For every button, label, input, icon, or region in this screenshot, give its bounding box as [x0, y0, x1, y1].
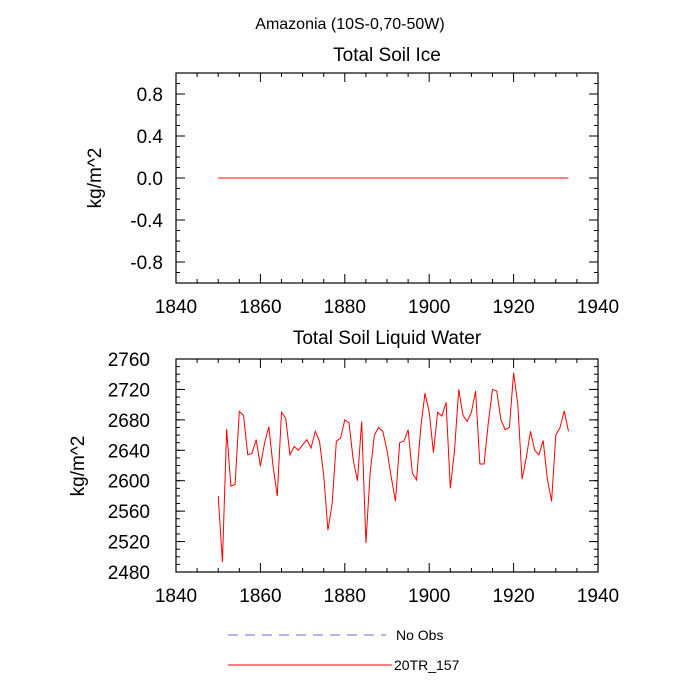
soil-ice-title: Total Soil Ice: [333, 45, 441, 66]
soil-liquid-ytick-label: 2720: [108, 380, 150, 401]
soil-ice-xtick-label: 1900: [408, 297, 450, 318]
figure-title: Amazonia (10S-0,70-50W): [255, 16, 444, 33]
soil-liquid-plot-frame: [175, 358, 599, 573]
soil-liquid-xtick-label: 1920: [492, 586, 534, 607]
soil-liquid-ytick-label: 2520: [108, 533, 150, 554]
soil-liquid-ytick-label: 2680: [108, 411, 150, 432]
soil-liquid-xtick-label: 1900: [408, 586, 450, 607]
soil-liquid-ticks: 1840 1860 1880 1900 1920 1940 2480 2520 2560 2600…: [108, 350, 619, 607]
soil-ice-ticks: 1840 1860 1880 1900 1920 1940 -0.8 -0.4 0.0 0.4 0.…: [130, 72, 619, 318]
legend-entry-20tr-157: 20TR_157: [228, 657, 460, 673]
legend: No Obs 20TR_157: [228, 627, 460, 673]
soil-ice-ylabel: kg/m^2: [85, 148, 106, 209]
soil-ice-ytick-label: -0.8: [130, 253, 163, 274]
soil-ice-xtick-label: 1920: [492, 297, 534, 318]
soil-liquid-ytick-label: 2480: [108, 563, 150, 584]
soil-ice-xtick-label: 1860: [239, 297, 281, 318]
soil-liquid-ytick-label: 2640: [108, 441, 150, 462]
soil-liquid-xtick-label: 1940: [577, 586, 619, 607]
soil-liquid-xtick-label: 1840: [155, 586, 197, 607]
legend-label-no-obs: No Obs: [396, 627, 443, 643]
soil-liquid-water-panel: Total Soil Liquid Water kg/m^2 1840 1860 1…: [68, 328, 619, 607]
legend-entry-no-obs: No Obs: [228, 627, 443, 643]
soil-liquid-ytick-label: 2760: [108, 350, 150, 371]
soil-liquid-title: Total Soil Liquid Water: [293, 328, 482, 349]
soil-ice-ytick-label: -0.4: [130, 211, 163, 232]
soil-liquid-xtick-label: 1880: [324, 586, 366, 607]
soil-liquid-lines: [217, 372, 569, 563]
legend-label-20tr-157: 20TR_157: [394, 657, 460, 673]
soil-liquid-ylabel: kg/m^2: [68, 436, 89, 497]
soil-ice-ytick-label: 0.8: [137, 85, 163, 106]
soil-ice-xtick-label: 1880: [324, 297, 366, 318]
soil-ice-panel: Total Soil Ice kg/m^2 1840 1860 1880 1900 19…: [85, 45, 619, 318]
soil-liquid-ytick-label: 2600: [108, 472, 150, 493]
soil-liquid-ytick-label: 2560: [108, 502, 150, 523]
soil-ice-xtick-label: 1940: [577, 297, 619, 318]
soil-ice-xtick-label: 1840: [155, 297, 197, 318]
soil-ice-ytick-label: 0.4: [137, 127, 164, 148]
soil-liquid-series-line-20tr-157: [217, 372, 569, 563]
soil-ice-ytick-label: 0.0: [137, 169, 163, 190]
soil-liquid-xtick-label: 1860: [239, 586, 281, 607]
